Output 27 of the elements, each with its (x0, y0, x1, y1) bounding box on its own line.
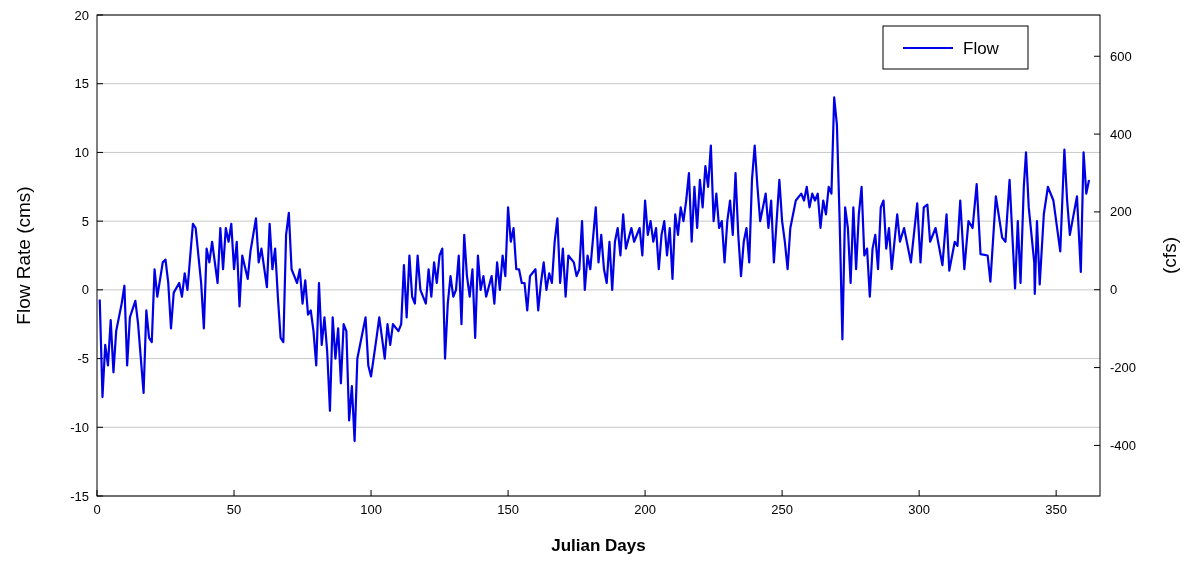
y-tick-label: 15 (74, 76, 89, 92)
y2-tick-label: -200 (1110, 360, 1137, 376)
y-tick-label: 10 (74, 144, 89, 160)
y2-axis-title: (cfs) (1159, 237, 1180, 274)
line-series (98, 96, 1091, 443)
x-tick-label: 200 (634, 502, 656, 517)
y-tick-label: -5 (77, 351, 89, 367)
y2-tick-label: 200 (1110, 204, 1132, 220)
y-tick-label: -10 (70, 419, 89, 435)
x-tick-label: 350 (1045, 502, 1067, 517)
y-tick-label: 5 (81, 213, 89, 229)
y2-tick-label: 0 (1110, 282, 1118, 298)
x-tick-label: 100 (360, 502, 382, 517)
x-tick-label: 300 (908, 502, 930, 517)
y-axis-title: Flow Rate (cms) (13, 186, 34, 325)
x-axis-title: Julian Days (551, 536, 646, 555)
x-tick-label: 250 (771, 502, 793, 517)
y-tick-label: 20 (74, 7, 89, 23)
y2-tick-label: -400 (1110, 437, 1137, 453)
x-tick-label: 0 (93, 502, 101, 517)
y-tick-label: 0 (81, 282, 89, 298)
y2-tick-label: 400 (1110, 126, 1132, 142)
x-tick-label: 150 (497, 502, 519, 517)
x-tick-label: 50 (226, 502, 242, 517)
y2-tick-label: 600 (1110, 48, 1132, 64)
y-tick-label: -15 (70, 488, 89, 504)
legend-label: Flow (963, 39, 1000, 58)
